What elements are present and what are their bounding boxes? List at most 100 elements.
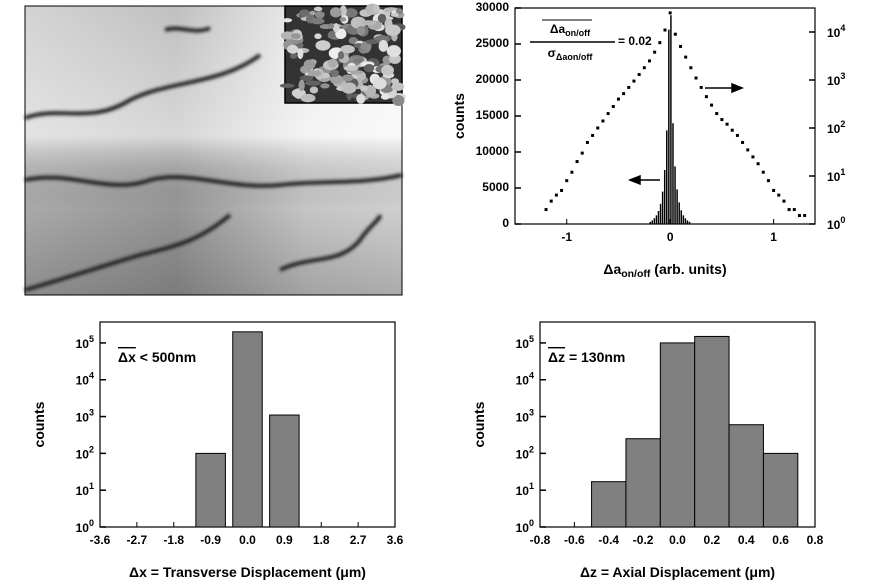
scatter-point [741, 140, 745, 144]
scatter-point [797, 214, 801, 218]
grain [392, 94, 405, 106]
microscope-image [24, 3, 407, 296]
histogram-bar [678, 202, 680, 224]
y2-tick-label: 104 [827, 23, 845, 40]
grain [300, 93, 316, 103]
grain [315, 40, 331, 51]
x-tick-label: -0.9 [200, 533, 221, 547]
scatter-point [565, 179, 569, 183]
y2-tick-label: 100 [827, 215, 845, 232]
grain [339, 17, 347, 22]
y-tick-label: 25000 [476, 36, 510, 50]
bar [659, 342, 696, 528]
grain [365, 39, 379, 45]
scatter-point [601, 119, 605, 123]
grain [327, 58, 338, 68]
scatter-point [637, 73, 641, 77]
x-tick-label: -1.8 [163, 533, 184, 547]
y-axis-title: counts [451, 93, 467, 139]
scatter-point [658, 41, 662, 45]
grain [297, 42, 304, 49]
x-tick-label: 0.9 [276, 533, 293, 547]
y-tick-label: 104 [76, 371, 94, 388]
histogram-bar [688, 221, 691, 224]
grain [391, 82, 405, 91]
x-tick-label: -2.7 [127, 533, 148, 547]
grain [353, 58, 364, 63]
grain [372, 4, 380, 14]
grain [287, 44, 299, 54]
x-axis-title: Δaon/off (arb. units) [603, 261, 726, 280]
scatter-point [627, 85, 631, 89]
y-tick-label: 15000 [476, 108, 510, 122]
histogram-bar [668, 29, 670, 224]
grain [378, 40, 389, 52]
scatter-point [761, 170, 765, 174]
grain [338, 51, 345, 60]
grain [341, 82, 357, 94]
bar [625, 438, 661, 528]
grain [299, 75, 314, 82]
grain [350, 16, 367, 29]
grain [390, 12, 399, 17]
grain [381, 64, 394, 76]
grain [360, 48, 367, 54]
grain [328, 23, 335, 30]
annotation: Δz = 130nm [548, 349, 625, 365]
arrows [627, 82, 745, 186]
y-tick-label: 102 [76, 445, 94, 462]
histogram-bar [672, 123, 674, 224]
grain [291, 32, 301, 40]
histogram-bar [682, 215, 685, 224]
bar [591, 481, 627, 528]
grain [282, 18, 293, 23]
scatter-point [704, 95, 708, 99]
grain [305, 80, 321, 86]
scatter-point [606, 112, 610, 116]
grain [330, 7, 342, 18]
histogram-bar [674, 166, 676, 224]
grain [298, 79, 305, 92]
y2-tick-label: 101 [827, 167, 845, 184]
grain [310, 17, 325, 25]
grain [332, 23, 340, 33]
x-tick-label: -1 [561, 230, 572, 244]
scatter-point [622, 92, 626, 96]
grain [339, 5, 347, 17]
annotation-numerator: Δaon/off [550, 22, 591, 38]
scatter-point [544, 208, 548, 212]
histogram-bar [663, 170, 666, 224]
x-tick-label: -0.8 [530, 533, 551, 547]
grain [309, 86, 319, 94]
histogram-bar [676, 189, 678, 224]
grain [386, 45, 401, 57]
x-tick-label: 2.7 [350, 533, 367, 547]
bar [269, 414, 300, 528]
grain [309, 10, 316, 16]
x-tick-label: -3.6 [90, 533, 111, 547]
y-tick-label: 5000 [482, 180, 509, 194]
scatter-point [560, 188, 564, 192]
scatter-point [772, 188, 776, 192]
y-tick-label: 101 [76, 482, 94, 499]
bar [232, 331, 263, 528]
inset-image [279, 3, 407, 106]
scatter-point [632, 79, 636, 83]
scatter-point [642, 66, 646, 70]
scatter-point [756, 162, 760, 166]
scatter-point [611, 105, 615, 109]
scatter-point [715, 112, 719, 116]
x-tick-label: 0 [667, 230, 674, 244]
grain [385, 24, 401, 36]
scatter-point [580, 151, 584, 155]
scatter-point [570, 170, 574, 174]
y-tick-label: 104 [516, 371, 534, 388]
x-tick-label: -0.4 [598, 533, 619, 547]
histogram-bar [670, 15, 672, 225]
scatter-point [782, 199, 786, 203]
x-tick-label: 0.4 [738, 533, 755, 547]
grain [395, 8, 403, 15]
annotation-denominator: σΔaon/off [548, 46, 594, 62]
grain [290, 53, 298, 59]
scatter-point [554, 193, 558, 197]
